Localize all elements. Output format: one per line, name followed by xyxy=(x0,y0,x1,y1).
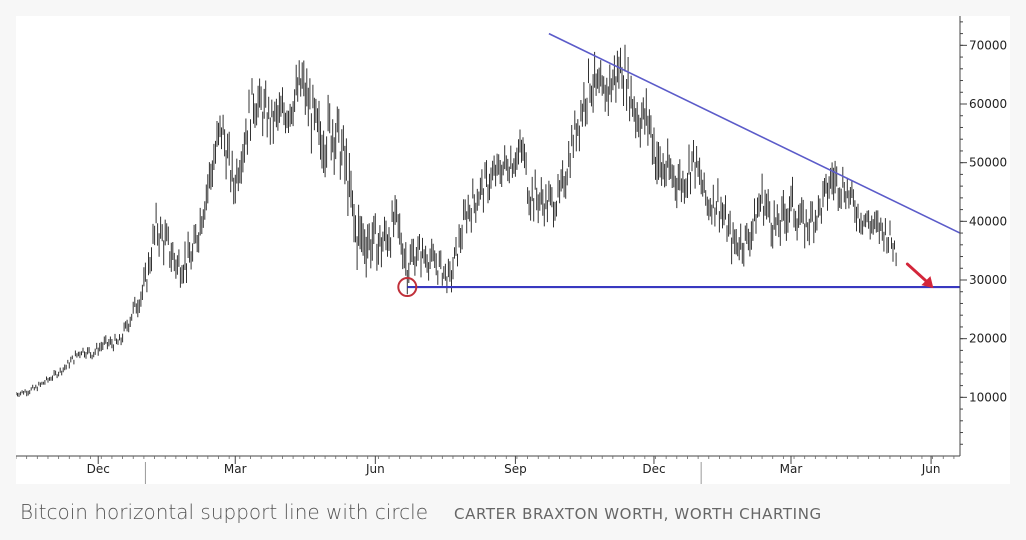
y-tick-label: 70000 xyxy=(969,38,1007,52)
descending-trendline xyxy=(548,32,961,234)
y-axis: 10000 20000 30000 40000 50000 60000 70000 xyxy=(959,16,1007,456)
caption-credit: CARTER BRAXTON WORTH, WORTH CHARTING xyxy=(454,505,822,523)
x-tick-label: Mar xyxy=(224,462,247,476)
year-label: 2022 xyxy=(796,483,828,484)
y-tick-label: 30000 xyxy=(969,273,1007,287)
year-label: 2021 xyxy=(388,483,420,484)
support-circle xyxy=(397,277,418,298)
down-arrow-icon xyxy=(905,262,934,289)
price-bars xyxy=(16,44,897,397)
x-tick-label: Dec xyxy=(642,462,665,476)
caption: Bitcoin horizontal support line with cir… xyxy=(20,500,1010,530)
y-tick-label: 60000 xyxy=(969,97,1007,111)
x-tick-label: Jun xyxy=(921,462,941,476)
x-axis: Dec Mar Jun Sep Dec Mar Jun 2020 2021 2022 xyxy=(16,455,960,484)
chart-panel: 10000 20000 30000 40000 50000 60000 70000 Dec M… xyxy=(16,16,1010,484)
y-tick-label: 50000 xyxy=(969,156,1007,170)
chart-annotations xyxy=(397,32,961,298)
x-tick-label: Sep xyxy=(504,462,527,476)
x-tick-label: Jun xyxy=(365,462,385,476)
y-tick-label: 10000 xyxy=(969,390,1007,404)
x-tick-label: Mar xyxy=(780,462,803,476)
caption-title: Bitcoin horizontal support line with cir… xyxy=(20,500,429,524)
y-tick-label: 40000 xyxy=(969,214,1007,228)
year-label: 2020 xyxy=(66,483,98,484)
bitcoin-price-chart: 10000 20000 30000 40000 50000 60000 70000 Dec M… xyxy=(16,16,1007,484)
x-tick-label: Dec xyxy=(87,462,110,476)
y-tick-label: 20000 xyxy=(969,332,1007,346)
price-series xyxy=(16,44,897,397)
